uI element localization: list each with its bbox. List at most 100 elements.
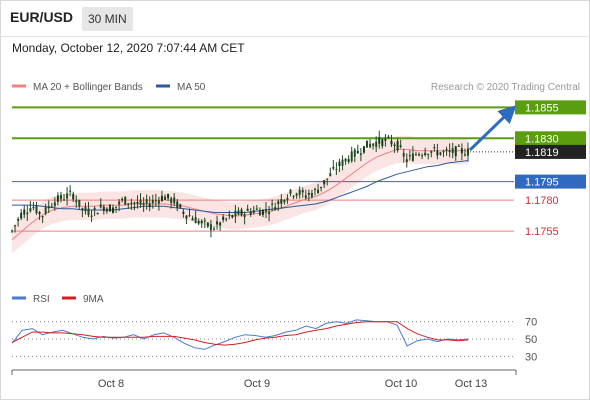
- candle-body: [160, 195, 163, 201]
- candle-body: [378, 137, 381, 144]
- candle-body: [418, 154, 421, 156]
- candle-body: [90, 215, 93, 217]
- candle-body: [87, 208, 90, 216]
- candle-body: [111, 207, 114, 213]
- candle-body: [167, 193, 170, 199]
- candle-body: [69, 190, 72, 192]
- ma20-line: [11, 148, 468, 241]
- candle-body: [390, 140, 393, 145]
- candle-body: [353, 149, 356, 157]
- candle-body: [338, 161, 341, 167]
- candle-body: [75, 200, 78, 203]
- candle-body: [258, 210, 261, 216]
- candle-body: [332, 166, 335, 169]
- x-tick-label: Oct 9: [244, 378, 270, 390]
- resistance-tag: [515, 100, 586, 115]
- candle-body: [323, 180, 326, 185]
- bollinger-band: [12, 135, 468, 254]
- candle-body: [317, 189, 320, 194]
- candle-body: [347, 159, 350, 163]
- candle-body: [108, 205, 111, 212]
- candle-body: [249, 211, 252, 215]
- candle-body: [445, 149, 448, 151]
- candle-body: [467, 148, 469, 156]
- candle-body: [320, 186, 323, 189]
- candle-body: [280, 199, 283, 204]
- candle-body: [271, 203, 274, 205]
- candle-body: [329, 173, 332, 176]
- rsi-tick-label: 30: [525, 351, 537, 363]
- candle-body: [366, 140, 369, 148]
- candle-body: [430, 151, 433, 153]
- candle-body: [32, 206, 35, 209]
- chart-header: EUR/USD 30 MIN: [0, 0, 588, 37]
- candle-body: [50, 206, 53, 208]
- candle-body: [157, 200, 160, 204]
- candle-body: [170, 198, 173, 204]
- candle-body: [369, 143, 372, 148]
- candle-body: [29, 208, 32, 212]
- resistance-label: 1.1855: [525, 102, 559, 114]
- support-label: 1.1780: [525, 195, 559, 207]
- candle-body: [295, 193, 298, 196]
- candle-body: [261, 209, 264, 215]
- candle-body: [216, 221, 219, 225]
- candle-body: [231, 215, 234, 218]
- candle-body: [53, 202, 56, 206]
- x-tick-label: Oct 8: [98, 378, 124, 390]
- candle-body: [44, 207, 47, 214]
- candle-body: [463, 154, 466, 156]
- candle-body: [396, 140, 399, 151]
- candle-body: [14, 225, 17, 227]
- candle-body: [356, 150, 359, 154]
- candle-body: [200, 220, 203, 224]
- candle-body: [313, 189, 316, 191]
- candle-body: [99, 204, 102, 208]
- candle-body: [350, 151, 353, 161]
- timeframe-badge[interactable]: 30 MIN: [82, 7, 133, 31]
- candle-body: [191, 218, 194, 221]
- candle-body: [301, 190, 304, 193]
- candle-body: [424, 152, 427, 156]
- candle-body: [154, 200, 157, 202]
- candle-body: [384, 138, 387, 141]
- candle-body: [41, 216, 44, 218]
- candle-body: [243, 214, 246, 218]
- candle-body: [228, 214, 231, 216]
- candle-body: [176, 201, 179, 209]
- candle-body: [433, 147, 436, 149]
- candle-body: [84, 206, 87, 212]
- candle-body: [359, 153, 362, 155]
- candle-body: [148, 203, 151, 208]
- candle-body: [454, 146, 457, 157]
- support-label: 1.1755: [525, 226, 559, 238]
- candle-body: [421, 155, 424, 157]
- candle-body: [11, 230, 13, 232]
- candle-body: [414, 154, 417, 156]
- candle-body: [402, 153, 405, 157]
- candle-body: [26, 212, 29, 214]
- candle-body: [372, 143, 375, 146]
- candle-body: [292, 196, 295, 198]
- candle-body: [102, 206, 105, 211]
- candle-body: [304, 195, 307, 198]
- candle-body: [289, 189, 292, 194]
- candle-body: [197, 220, 200, 224]
- candle-body: [185, 215, 188, 219]
- rsi-tick-label: 50: [525, 334, 537, 346]
- x-tick-label: Oct 10: [385, 378, 417, 390]
- candle-body: [310, 193, 313, 197]
- candle-body: [23, 209, 26, 215]
- candle-body: [265, 209, 268, 212]
- candle-body: [255, 208, 258, 210]
- candle-body: [209, 224, 212, 231]
- candle-body: [240, 209, 243, 215]
- candle-body: [222, 216, 225, 221]
- rsi-legend-label: RSI: [33, 294, 50, 305]
- candle-body: [381, 139, 384, 147]
- candle-body: [130, 202, 133, 204]
- candle-body: [182, 211, 185, 215]
- candle-body: [335, 168, 338, 170]
- candle-body: [127, 203, 130, 205]
